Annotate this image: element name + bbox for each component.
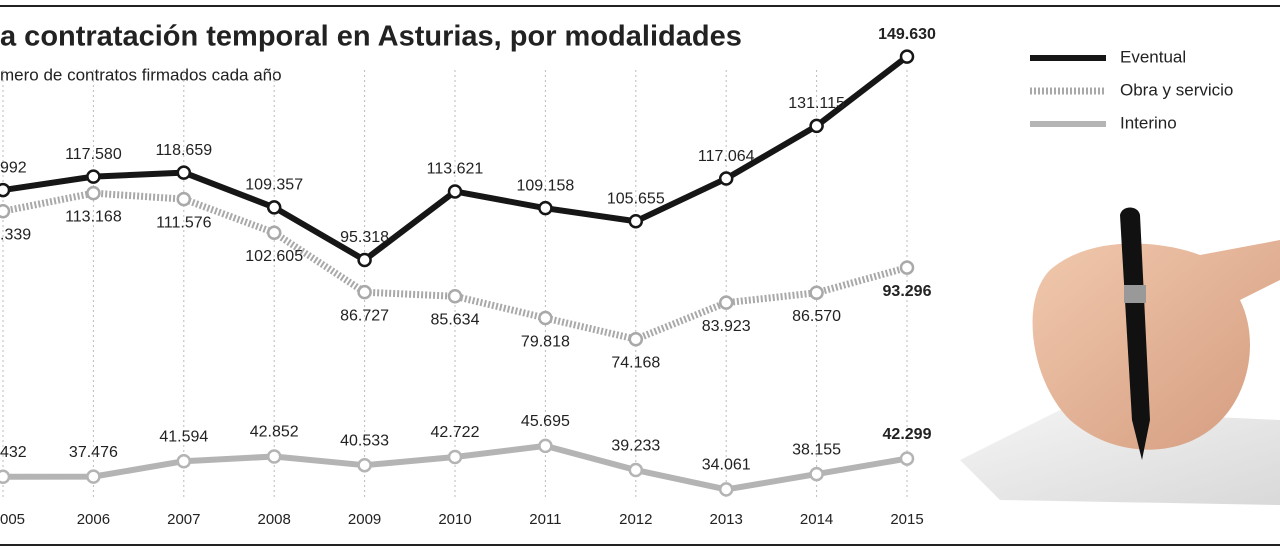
value-label: 118.659 (155, 142, 212, 159)
legend-label: Obra y servicio (1120, 80, 1233, 99)
x-tick-label: 2012 (619, 511, 652, 528)
value-label: 74.168 (611, 354, 660, 371)
point (628, 462, 644, 478)
value-label: 93.296 (883, 283, 932, 300)
point (176, 165, 192, 180)
x-tick-label: 2006 (77, 511, 110, 528)
point (628, 331, 644, 347)
illustration (960, 207, 1280, 505)
point (176, 453, 192, 469)
legend-label: Eventual (1120, 47, 1186, 66)
value-label: 37.476 (69, 444, 118, 461)
value-label: 109.357 (245, 177, 303, 194)
point (718, 295, 734, 310)
chart-title: a contratación temporal en Asturias, por… (0, 21, 742, 53)
value-label: 42.299 (883, 426, 932, 443)
value-label: 95.318 (340, 229, 389, 246)
value-label: 111.576 (156, 214, 212, 231)
value-label: 105.655 (607, 191, 665, 208)
value-label: 45.695 (521, 413, 570, 430)
value-label: 85.634 (431, 311, 480, 328)
point (447, 184, 463, 199)
x-tick-label: 2011 (529, 511, 561, 528)
point (0, 203, 11, 219)
value-label: 41.594 (159, 428, 208, 445)
value-label: 117.064 (698, 148, 755, 165)
value-label: 109.158 (516, 177, 574, 194)
value-label: 432 (0, 444, 27, 461)
point (718, 482, 734, 497)
value-label: 86.727 (340, 307, 389, 324)
value-label: 79.818 (521, 333, 570, 350)
point (266, 200, 282, 215)
point (357, 284, 372, 300)
point (0, 469, 11, 485)
value-label: 113.621 (427, 161, 484, 178)
point (899, 260, 915, 275)
value-label: 83.923 (702, 318, 751, 335)
point (538, 310, 553, 326)
x-tick-label: 2010 (438, 511, 471, 528)
point (86, 169, 101, 184)
x-tick-label: 2009 (348, 511, 381, 528)
value-label: 131.115 (788, 95, 845, 112)
point (538, 438, 553, 454)
point (86, 185, 101, 201)
point (809, 466, 824, 482)
point (899, 49, 915, 64)
x-tick-label: 2015 (890, 511, 923, 528)
point (266, 225, 282, 240)
series-line (2, 54, 909, 264)
value-label: 34.061 (702, 457, 751, 474)
point (266, 449, 282, 464)
value-label: 42.722 (431, 424, 480, 441)
point (718, 171, 734, 186)
legend-label: Interino (1120, 113, 1177, 132)
value-label: 102.605 (245, 248, 303, 265)
chart-subtitle: mero de contratos firmados cada año (0, 65, 282, 84)
point (809, 285, 824, 301)
point (628, 214, 644, 229)
value-label: 86.570 (792, 308, 841, 325)
point (357, 252, 372, 268)
x-tick-label: 2007 (167, 511, 200, 528)
point (86, 469, 101, 484)
point (176, 191, 192, 207)
x-tick-label: 005 (0, 511, 25, 528)
point (357, 457, 372, 473)
value-label: 117.580 (65, 146, 122, 163)
value-label: 113.168 (65, 208, 122, 225)
x-tick-label: 2014 (800, 511, 833, 528)
value-label: 40.533 (340, 432, 389, 449)
point (447, 449, 463, 465)
point (0, 182, 11, 198)
point (538, 200, 553, 216)
value-label: .339 (0, 226, 31, 243)
point (899, 451, 915, 466)
value-label: 149.630 (878, 26, 936, 43)
x-tick-label: 2013 (710, 511, 743, 528)
point (447, 289, 463, 304)
value-label: 992 (0, 159, 27, 176)
point (809, 118, 824, 134)
x-tick-label: 2008 (258, 511, 291, 528)
value-label: 39.233 (611, 437, 660, 454)
value-label: 42.852 (250, 424, 299, 441)
value-label: 38.155 (792, 441, 841, 458)
